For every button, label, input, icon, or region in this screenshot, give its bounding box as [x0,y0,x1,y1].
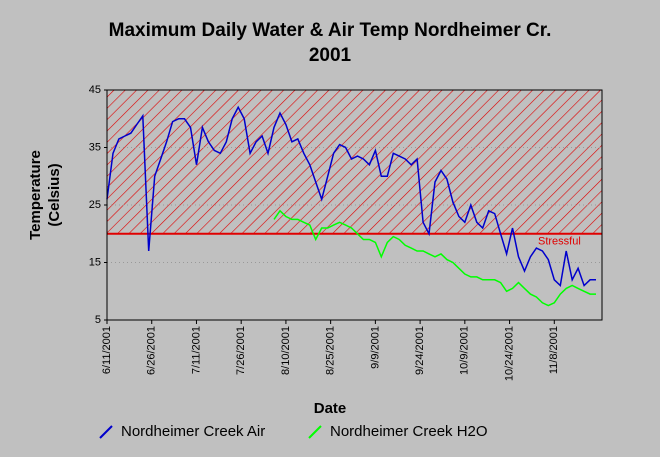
legend-label: Nordheimer Creek H2O [330,423,488,440]
x-tick-label: 9/9/2001 [369,326,381,369]
series-line [273,209,596,307]
chart-title: 2001 [309,45,352,66]
x-tick-label: 8/10/2001 [280,326,292,375]
legend-label: Nordheimer Creek Air [121,423,265,440]
y-tick-label: 15 [89,256,101,268]
plot-frame [106,89,603,321]
stress-band [107,90,602,234]
x-tick-label: 10/9/2001 [459,326,471,375]
x-axis-label: Date [314,400,347,417]
x-tick-label: 7/11/2001 [190,326,202,374]
y-axis-label: Temperature [27,150,44,240]
x-tick-label: 6/11/2001 [101,326,113,374]
y-axis-label: (Celsius) [46,163,63,226]
x-tick-label: 6/26/2001 [146,326,158,375]
legend-swatch [99,425,113,439]
x-tick-label: 10/24/2001 [503,326,515,381]
legend-swatch [308,425,322,439]
y-tick-label: 25 [89,199,101,211]
x-tick-label: 7/26/2001 [235,326,247,375]
x-tick-label: 9/24/2001 [414,326,426,375]
x-tick-label: 8/25/2001 [325,326,337,375]
x-tick-label: 11/8/2001 [548,326,560,374]
chart-title: Maximum Daily Water & Air Temp Nordheime… [109,20,552,41]
y-tick-label: 45 [89,84,101,96]
series-line [106,105,596,288]
threshold-label: Stressful [538,236,581,248]
y-tick-label: 5 [95,314,101,326]
y-tick-label: 35 [89,141,101,153]
